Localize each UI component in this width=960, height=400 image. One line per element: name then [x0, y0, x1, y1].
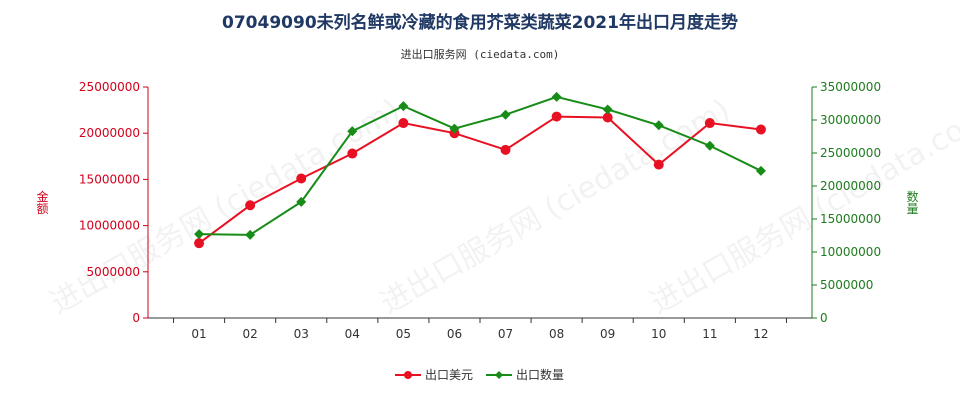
- data-point: [704, 140, 715, 151]
- x-axis-tick-label: 10: [651, 327, 666, 341]
- legend-label: 出口数量: [516, 367, 564, 382]
- left-axis-tick-label: 25000000: [79, 80, 140, 94]
- x-axis-tick-label: 02: [243, 327, 258, 341]
- left-axis-title: 金额: [35, 189, 49, 215]
- data-point: [500, 144, 511, 155]
- right-axis-tick-label: 25000000: [820, 146, 881, 160]
- data-point: [347, 126, 358, 137]
- right-axis-tick-label: 35000000: [820, 80, 881, 94]
- left-axis-tick-label: 5000000: [87, 265, 140, 279]
- left-axis-tick-label: 20000000: [79, 126, 140, 140]
- legend[interactable]: 出口美元 出口数量: [395, 367, 564, 382]
- series-export-quantity: [194, 91, 766, 240]
- x-axis-tick-label: 01: [191, 327, 206, 341]
- series-export-value: [194, 111, 766, 249]
- x-axis-tick-label: 05: [396, 327, 411, 341]
- data-point: [653, 120, 664, 131]
- right-axis-tick-label: 0: [820, 311, 828, 325]
- legend-marker: [495, 371, 503, 379]
- data-point: [245, 200, 256, 211]
- data-point: [755, 165, 766, 176]
- x-axis-tick-label: 12: [753, 327, 768, 341]
- legend-marker: [404, 371, 412, 379]
- data-point: [347, 148, 358, 159]
- series-line: [198, 115, 762, 244]
- legend-label: 出口美元: [425, 368, 473, 382]
- x-axis-tick-label: 09: [600, 327, 615, 341]
- left-axis-tick-label: 0: [132, 311, 140, 325]
- x-axis-tick-label: 07: [498, 327, 513, 341]
- data-point: [653, 159, 664, 170]
- data-point: [398, 118, 409, 129]
- axes-layer: 0 5000000 10000000 15000000 20000000 25000000…: [35, 80, 919, 341]
- chart-subtitle: 进出口服务网 (ciedata.com): [400, 48, 560, 61]
- data-point: [296, 173, 307, 184]
- data-point: [194, 238, 205, 249]
- data-point: [704, 118, 715, 129]
- right-axis-tick-label: 20000000: [820, 179, 881, 193]
- legend-item-export-value[interactable]: 出口美元: [395, 368, 473, 382]
- data-point: [602, 112, 613, 123]
- right-axis-title: 数量: [905, 189, 919, 214]
- data-point: [500, 109, 511, 120]
- x-axis-tick-label: 11: [702, 327, 717, 341]
- x-axis-tick-label: 08: [549, 327, 564, 341]
- chart-title: 07049090未列名鲜或冷藏的食用芥菜类蔬菜2021年出口月度走势: [222, 13, 738, 33]
- right-axis-tick-label: 10000000: [820, 245, 881, 259]
- left-axis-tick-label: 15000000: [79, 172, 140, 186]
- data-point: [398, 101, 409, 112]
- right-axis-tick-label: 15000000: [820, 212, 881, 226]
- right-axis-tick-label: 30000000: [820, 113, 881, 127]
- data-point: [551, 111, 562, 122]
- right-axis-tick-label: 5000000: [820, 278, 873, 292]
- x-axis-tick-label: 04: [345, 327, 360, 341]
- data-point: [449, 123, 460, 134]
- data-point: [296, 196, 307, 207]
- data-point: [755, 124, 766, 135]
- data-point: [551, 91, 562, 102]
- x-axis-tick-label: 06: [447, 327, 462, 341]
- legend-item-export-quantity[interactable]: 出口数量: [486, 367, 564, 382]
- left-axis-tick-label: 10000000: [79, 219, 140, 233]
- data-point: [602, 104, 613, 115]
- x-axis-tick-label: 03: [294, 327, 309, 341]
- series-layer: [194, 91, 766, 249]
- data-point: [245, 229, 256, 240]
- data-point: [194, 229, 205, 240]
- series-line: [199, 95, 762, 236]
